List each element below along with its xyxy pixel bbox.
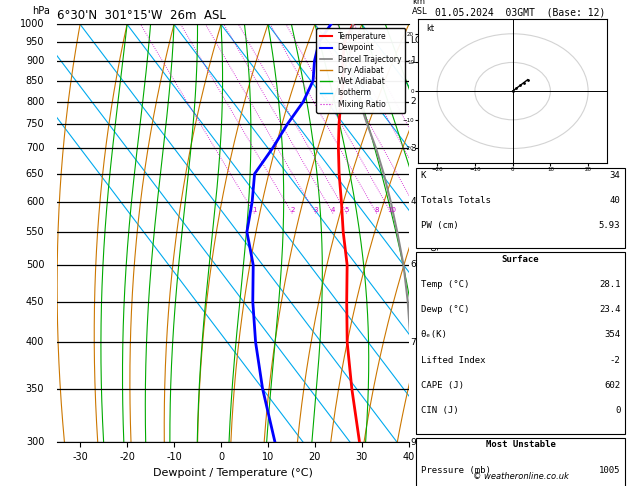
Text: 6°30'N  301°15'W  26m  ASL: 6°30'N 301°15'W 26m ASL	[57, 9, 225, 22]
Text: 23.4: 23.4	[599, 305, 620, 314]
Text: 550: 550	[26, 227, 44, 237]
Text: 1: 1	[411, 56, 416, 66]
Text: © weatheronline.co.uk: © weatheronline.co.uk	[472, 472, 569, 481]
Text: 01.05.2024  03GMT  (Base: 12): 01.05.2024 03GMT (Base: 12)	[435, 7, 606, 17]
Text: 2: 2	[411, 97, 416, 106]
Text: -2: -2	[610, 356, 620, 365]
Text: 5.93: 5.93	[599, 221, 620, 230]
Text: 750: 750	[26, 119, 44, 129]
FancyBboxPatch shape	[416, 438, 625, 486]
Text: 3: 3	[313, 208, 318, 213]
Text: CAPE (J): CAPE (J)	[421, 381, 464, 390]
Text: 3: 3	[411, 144, 416, 153]
Text: 1000: 1000	[19, 19, 44, 29]
Text: 600: 600	[26, 197, 44, 207]
Text: Pressure (mb): Pressure (mb)	[421, 466, 491, 475]
FancyBboxPatch shape	[416, 168, 625, 248]
Text: 800: 800	[26, 97, 44, 107]
Text: 9: 9	[411, 438, 416, 447]
Text: 4½: 4½	[411, 197, 425, 206]
Text: Totals Totals: Totals Totals	[421, 196, 491, 205]
Text: 400: 400	[26, 337, 44, 347]
Text: Most Unstable: Most Unstable	[486, 440, 555, 450]
Text: 950: 950	[26, 37, 44, 47]
Text: 10: 10	[387, 208, 396, 213]
FancyBboxPatch shape	[416, 252, 625, 434]
Text: hPa: hPa	[32, 6, 50, 16]
Text: 6: 6	[411, 260, 416, 269]
Text: CIN (J): CIN (J)	[421, 406, 459, 416]
Text: km
ASL: km ASL	[413, 0, 428, 16]
Text: 40: 40	[610, 196, 620, 205]
Text: 900: 900	[26, 56, 44, 66]
Text: 350: 350	[26, 384, 44, 394]
Text: 34: 34	[610, 171, 620, 180]
Text: 8: 8	[374, 208, 379, 213]
Text: 850: 850	[26, 76, 44, 86]
Text: kt: kt	[426, 24, 434, 33]
Legend: Temperature, Dewpoint, Parcel Trajectory, Dry Adiabat, Wet Adiabat, Isotherm, Mi: Temperature, Dewpoint, Parcel Trajectory…	[316, 28, 405, 112]
Text: 450: 450	[26, 296, 44, 307]
Text: K: K	[421, 171, 426, 180]
Text: θₑ(K): θₑ(K)	[421, 330, 448, 340]
X-axis label: Dewpoint / Temperature (°C): Dewpoint / Temperature (°C)	[153, 468, 313, 478]
Text: 1005: 1005	[599, 466, 620, 475]
Text: Temp (°C): Temp (°C)	[421, 280, 469, 289]
Text: 2: 2	[290, 208, 294, 213]
Text: Surface: Surface	[502, 255, 539, 264]
Text: 650: 650	[26, 169, 44, 179]
Text: 300: 300	[26, 437, 44, 447]
Text: 500: 500	[26, 260, 44, 270]
Text: 7: 7	[411, 338, 416, 347]
Text: PW (cm): PW (cm)	[421, 221, 459, 230]
Text: 4: 4	[331, 208, 335, 213]
Text: 28.1: 28.1	[599, 280, 620, 289]
Text: Dewp (°C): Dewp (°C)	[421, 305, 469, 314]
Text: LCL: LCL	[411, 36, 427, 45]
Text: 1: 1	[252, 208, 257, 213]
Text: 5: 5	[345, 208, 349, 213]
Text: Lifted Index: Lifted Index	[421, 356, 485, 365]
Text: 700: 700	[26, 143, 44, 153]
Text: 354: 354	[604, 330, 620, 340]
Text: Mixing Ratio (g/kg): Mixing Ratio (g/kg)	[430, 193, 439, 273]
Text: 602: 602	[604, 381, 620, 390]
Text: 0: 0	[615, 406, 620, 416]
